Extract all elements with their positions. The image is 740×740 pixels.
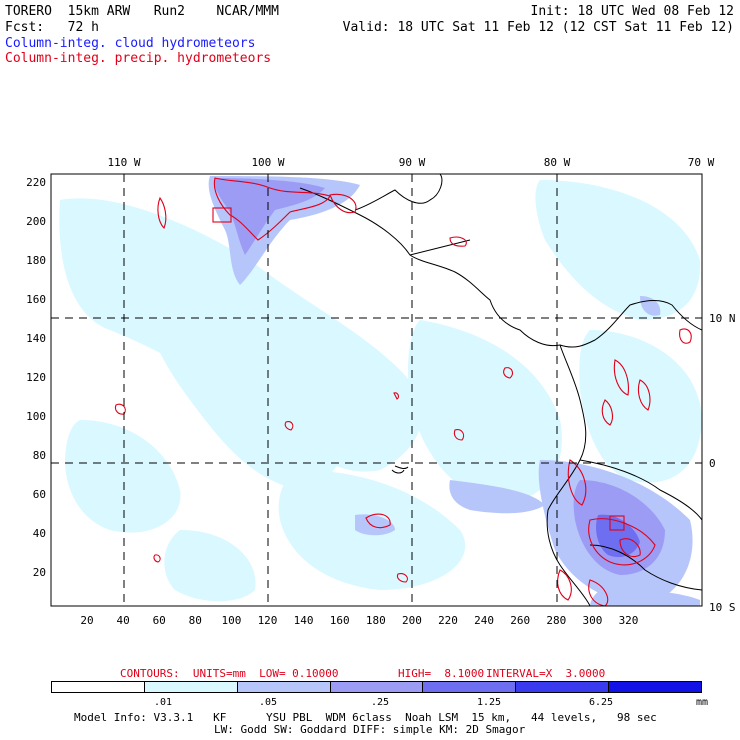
lon-label: 70 W [688, 156, 715, 169]
lon-label: 110 W [107, 156, 140, 169]
plot-frame [50, 173, 703, 607]
colorbar-segment [422, 682, 516, 692]
y-tick-label: 60 [33, 488, 46, 501]
contour-high: HIGH= 8.1000 [398, 667, 485, 680]
x-tick-label: 140 [294, 614, 314, 627]
coastlines [299, 174, 702, 606]
lon-label: 80 W [544, 156, 571, 169]
init-time: Init: 18 UTC Wed 08 Feb 12 [530, 4, 735, 19]
y-tick-label: 160 [26, 293, 46, 306]
colorbar [51, 681, 702, 693]
colorbar-unit: mm [696, 697, 709, 708]
lat-label: 10 N [709, 312, 736, 325]
x-tick-label: 100 [221, 614, 241, 627]
x-tick-labels: 20 40 60 80 100 120 140 160 180 200 220 240 260 280 30… [80, 614, 638, 627]
model-title: TORERO 15km ARW Run2 NCAR/MMM [5, 4, 279, 19]
x-tick-label: 320 [619, 614, 639, 627]
y-tick-label: 120 [26, 371, 46, 384]
colorbar-label: 1.25 [477, 697, 502, 708]
x-tick-label: 20 [80, 614, 93, 627]
x-tick-label: 40 [116, 614, 129, 627]
colorbar-label: .01 [154, 697, 173, 708]
x-tick-label: 220 [438, 614, 458, 627]
lat-label: 0 [709, 457, 716, 470]
colorbar-segment [236, 682, 330, 692]
y-tick-label: 140 [26, 332, 46, 345]
x-tick-label: 200 [402, 614, 422, 627]
x-tick-label: 60 [153, 614, 166, 627]
y-tick-label: 180 [26, 254, 46, 267]
model-physics: LW: Godd SW: Goddard DIFF: simple KM: 2D… [214, 723, 526, 736]
y-tick-labels: 220 200 180 160 140 120 100 80 60 40 20 [26, 176, 46, 579]
x-tick-label: 240 [474, 614, 494, 627]
colorbar-label: .05 [259, 697, 278, 708]
lon-label: 90 W [399, 156, 426, 169]
cloud-shading [59, 176, 702, 606]
forecast-hour: Fcst: 72 h [5, 20, 99, 35]
y-tick-label: 100 [26, 410, 46, 423]
x-tick-label: 180 [366, 614, 386, 627]
model-info: Model Info: V3.3.1 KF YSU PBL WDM 6class… [74, 711, 657, 724]
lat-label: 10 S [709, 601, 736, 614]
x-tick-label: 280 [546, 614, 566, 627]
x-tick-label: 300 [582, 614, 602, 627]
colorbar-segment [143, 682, 237, 692]
field-cloud-label: Column-integ. cloud hydrometeors [5, 36, 256, 51]
y-tick-label: 220 [26, 176, 46, 189]
y-tick-label: 200 [26, 215, 46, 228]
colorbar-label: 6.25 [589, 697, 614, 708]
x-tick-label: 260 [510, 614, 530, 627]
y-tick-label: 40 [33, 527, 46, 540]
contour-interval: INTERVAL=X 3.0000 [486, 667, 606, 680]
precip-contours [114, 177, 692, 606]
colorbar-segment [608, 682, 702, 692]
colorbar-label: .25 [371, 697, 390, 708]
valid-time: Valid: 18 UTC Sat 11 Feb 12 (12 CST Sat … [342, 20, 734, 35]
field-precip-label: Column-integ. precip. hydrometeors [5, 51, 272, 66]
lon-label: 100 W [251, 156, 284, 169]
contour-units: CONTOURS: UNITS=mm LOW= 0.10000 [120, 667, 339, 680]
x-tick-label: 80 [189, 614, 202, 627]
y-tick-label: 20 [33, 566, 46, 579]
colorbar-segment [329, 682, 423, 692]
latlon-grid [51, 174, 702, 606]
colorbar-segment [515, 682, 609, 692]
x-tick-label: 160 [330, 614, 350, 627]
y-tick-label: 80 [33, 449, 46, 462]
colorbar-segment [52, 682, 144, 692]
x-tick-label: 120 [258, 614, 278, 627]
